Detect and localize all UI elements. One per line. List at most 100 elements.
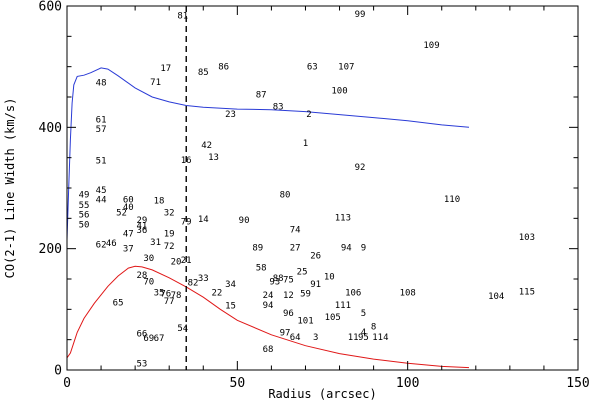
data-point-label: 50 <box>79 220 90 230</box>
data-point-label: 9 <box>361 244 366 254</box>
data-point-label: 55 <box>79 201 90 211</box>
data-point-label: 45 <box>96 186 107 196</box>
data-point-label: 14 <box>198 215 209 225</box>
data-point-label: 4 <box>361 328 366 338</box>
data-point-label: 48 <box>96 78 107 88</box>
data-point-label: 54 <box>177 324 188 334</box>
data-point-label: 1 <box>303 139 308 149</box>
data-point-label: 60 <box>123 196 134 206</box>
data-point-label: 69 <box>143 334 154 344</box>
data-point-label: 25 <box>297 268 308 278</box>
x-tick-label: 100 <box>396 376 419 391</box>
data-point-label: 113 <box>335 214 351 224</box>
x-tick-label: 150 <box>566 376 589 391</box>
data-point-label: 20 <box>171 257 182 267</box>
data-point-label: 22 <box>211 288 222 298</box>
data-point-label: 57 <box>96 125 107 135</box>
data-point-label: 114 <box>372 333 388 343</box>
data-point-label: 74 <box>290 225 301 235</box>
y-axis-label: CO(2-1) Line Width (km/s) <box>3 98 17 279</box>
data-point-label: 104 <box>488 292 504 302</box>
data-point-label: 65 <box>113 299 124 309</box>
data-point-label: 93 <box>269 277 280 287</box>
data-point-label: 110 <box>444 195 460 205</box>
data-point-label: 101 <box>297 316 313 326</box>
data-point-label: 83 <box>273 103 284 113</box>
data-point-label: 53 <box>136 359 147 369</box>
data-point-label: 24 <box>263 291 274 301</box>
data-point-label: 71 <box>150 78 161 88</box>
y-tick-label: 0 <box>54 364 62 379</box>
data-point-label: 28 <box>136 271 147 281</box>
data-point-label: 13 <box>208 153 219 163</box>
data-point-label: 27 <box>290 244 301 254</box>
data-point-label: 3 <box>313 333 318 343</box>
data-point-label: 109 <box>423 41 439 51</box>
data-point-label: 35 <box>154 288 165 298</box>
data-point-label: 97 <box>280 328 291 338</box>
model-curve-1 <box>66 67 470 240</box>
data-point-label: 100 <box>331 86 347 96</box>
x-tick-label: 50 <box>230 376 246 391</box>
data-point-label: 70 <box>143 277 154 287</box>
data-point-label: 81 <box>177 12 188 22</box>
data-point-label: 76 <box>160 290 171 300</box>
data-point-label: 85 <box>198 68 209 78</box>
data-point-label: 5 <box>361 309 366 319</box>
data-point-label: 18 <box>154 197 165 207</box>
data-point-label: 8 <box>371 322 376 332</box>
data-point-label: 64 <box>290 333 301 343</box>
y-tick-label: 200 <box>39 242 62 257</box>
data-point-label: 111 <box>335 301 351 311</box>
data-point-label: 19 <box>164 230 175 240</box>
data-point-label: 33 <box>198 274 209 284</box>
data-point-label: 107 <box>338 63 354 73</box>
axis-ticks <box>66 5 579 371</box>
data-point-label: 77 <box>164 297 175 307</box>
data-point-label: 29 <box>136 216 147 226</box>
data-point-label: 49 <box>79 191 90 201</box>
data-point-label: 94 <box>341 244 352 254</box>
data-point-label: 87 <box>256 91 267 101</box>
data-point-label: 106 <box>345 288 361 298</box>
data-point-label: 31 <box>150 238 161 248</box>
data-point-label: 95 <box>358 333 369 343</box>
data-point-label: 78 <box>171 291 182 301</box>
data-point-label: 94 <box>263 301 274 311</box>
data-point-label: 37 <box>123 245 134 255</box>
model-curve-2 <box>66 265 470 369</box>
x-axis-label: Radius (arcsec) <box>268 387 376 401</box>
data-point-label: 68 <box>263 345 274 355</box>
data-point-label: 75 <box>283 276 294 286</box>
data-point-label: 72 <box>164 242 175 252</box>
data-point-label: 63 <box>307 63 318 73</box>
curves-layer <box>66 67 470 369</box>
data-point-label: 92 <box>355 163 366 173</box>
data-point-label: 47 <box>123 230 134 240</box>
data-point-label: 105 <box>325 313 341 323</box>
data-point-label: 79 <box>181 217 192 227</box>
data-point-label: 103 <box>519 233 535 243</box>
data-point-label: 89 <box>252 244 263 254</box>
data-point-label: 66 <box>136 330 147 340</box>
data-point-label: 51 <box>96 157 107 167</box>
data-point-label: 23 <box>225 110 236 120</box>
data-point-label: 32 <box>164 208 175 218</box>
data-point-label: 67 <box>154 334 165 344</box>
data-point-label: 59 <box>300 290 311 300</box>
data-point-label: 56 <box>79 211 90 221</box>
data-point-label: 17 <box>160 64 171 74</box>
data-point-label: 58 <box>256 264 267 274</box>
data-point-label: 82 <box>188 279 199 289</box>
x-tick-label: 0 <box>63 376 71 391</box>
data-point-label: 108 <box>400 288 416 298</box>
data-point-label: 80 <box>280 191 291 201</box>
data-point-label: 86 <box>218 63 229 73</box>
data-point-label: 46 <box>106 239 117 249</box>
data-point-label: 30 <box>143 254 154 264</box>
data-point-label: 61 <box>96 115 107 125</box>
data-point-label: 90 <box>239 216 250 226</box>
